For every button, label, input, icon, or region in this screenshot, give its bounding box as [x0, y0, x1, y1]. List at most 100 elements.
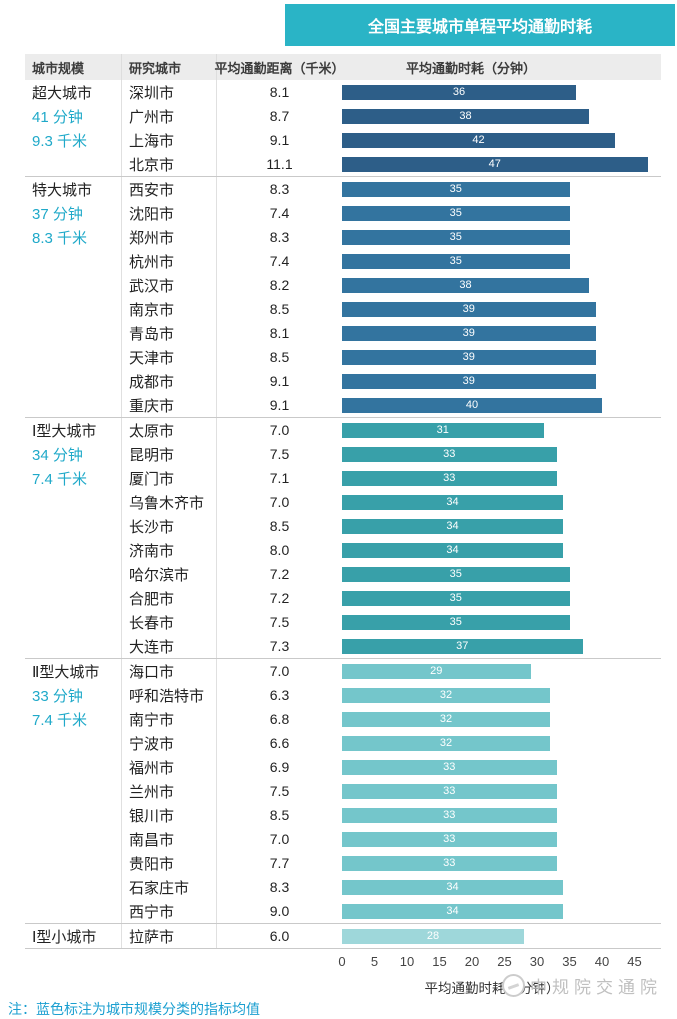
distance-cell: 7.5 [269, 614, 290, 630]
city-name-cell: 乌鲁木齐市 [122, 490, 217, 514]
distance-cell: 9.0 [269, 903, 290, 919]
bar-value-label: 28 [426, 929, 440, 942]
city-name-cell: 长沙市 [122, 514, 217, 538]
table-row: 青岛市 8.1 39 [122, 321, 661, 345]
commute-time-bar: 32 [342, 687, 550, 703]
distance-cell: 8.5 [269, 301, 290, 317]
city-name-cell: 拉萨市 [122, 924, 217, 948]
commute-time-bar: 33 [342, 855, 557, 871]
commute-time-bar: 29 [342, 663, 531, 679]
commute-time-bar: 32 [342, 711, 550, 727]
footnote: 注：蓝色标注为城市规模分类的指标均值 [8, 1001, 260, 1017]
commute-time-bar: 39 [342, 349, 596, 365]
table-row: 南京市 8.5 39 [122, 297, 661, 321]
bar-value-label: 47 [488, 157, 501, 170]
city-name-cell: 大连市 [122, 634, 217, 658]
table-row: 福州市 6.9 33 [122, 755, 661, 779]
group-label-cell: Ⅱ型大城市 33 分钟 7.4 千米 [25, 659, 122, 923]
bar-value-label: 34 [446, 543, 459, 556]
axis-tick: 5 [370, 954, 379, 969]
table-row: 郑州市 8.3 35 [122, 225, 661, 249]
x-axis-label: 平均通勤时耗（分钟） [424, 981, 560, 996]
group-section: Ⅰ型大城市 34 分钟 7.4 千米 太原市 7.0 31 昆明市 7.5 33 厦门市 7.1 33… [25, 418, 661, 659]
group-name: Ⅱ型大城市 [32, 663, 100, 681]
bar-cell: 39 [342, 321, 661, 345]
bar-cell: 39 [342, 345, 661, 369]
city-name-cell: 哈尔滨市 [122, 562, 217, 586]
group-avg-km: 9.3 千米 [32, 132, 88, 150]
bar-value-label: 35 [449, 567, 462, 580]
distance-cell: 9.1 [269, 373, 290, 389]
table-row: 石家庄市 8.3 34 [122, 875, 661, 899]
bar-value-label: 32 [439, 712, 453, 725]
commute-time-bar: 33 [342, 759, 557, 775]
city-name-cell: 南宁市 [122, 707, 217, 731]
commute-time-bar: 38 [342, 277, 589, 293]
distance-cell: 6.3 [269, 687, 290, 703]
bar-cell: 47 [342, 152, 661, 176]
commute-time-bar: 33 [342, 831, 557, 847]
table-row: 海口市 7.0 29 [122, 659, 661, 683]
bar-cell: 33 [342, 803, 661, 827]
distance-cell: 7.4 [269, 253, 290, 269]
table-row: 太原市 7.0 31 [122, 418, 661, 442]
axis-tick: 40 [594, 954, 610, 969]
bar-value-label: 33 [443, 832, 456, 845]
bar-value-label: 38 [459, 278, 472, 291]
city-name-cell: 长春市 [122, 610, 217, 634]
column-header-city: 研究城市 [122, 54, 217, 80]
bar-value-label: 35 [449, 615, 462, 628]
distance-cell: 7.2 [269, 566, 290, 582]
bar-value-label: 33 [443, 760, 456, 773]
table-row: 深圳市 8.1 36 [122, 80, 661, 104]
commute-time-bar: 40 [342, 397, 602, 413]
table-header: 城市规模 研究城市 平均通勤距离（千米） 平均通勤时耗（分钟） [25, 54, 661, 80]
table-row: 西安市 8.3 35 [122, 177, 661, 201]
distance-cell: 7.4 [269, 205, 290, 221]
city-name-cell: 沈阳市 [122, 201, 217, 225]
city-name-cell: 贵阳市 [122, 851, 217, 875]
bar-value-label: 34 [446, 495, 459, 508]
city-name-cell: 南昌市 [122, 827, 217, 851]
group-avg-minutes: 34 分钟 [32, 446, 83, 464]
bar-value-label: 35 [449, 182, 462, 195]
group-label-cell: Ⅰ型大城市 34 分钟 7.4 千米 [25, 418, 122, 658]
group-rows: 西安市 8.3 35 沈阳市 7.4 35 郑州市 8.3 35 杭州市 7.4 35 武汉市 8.2 38… [122, 177, 661, 417]
table-row: 大连市 7.3 37 [122, 634, 661, 658]
commute-time-bar: 32 [342, 735, 550, 751]
commute-time-bar: 35 [342, 181, 570, 197]
city-name-cell: 北京市 [122, 152, 217, 176]
city-name-cell: 昆明市 [122, 442, 217, 466]
group-rows: 海口市 7.0 29 呼和浩特市 6.3 32 南宁市 6.8 32 宁波市 6.6 32 福州市 6.9… [122, 659, 661, 923]
distance-cell: 7.7 [269, 855, 290, 871]
group-label-cell: 特大城市 37 分钟 8.3 千米 [25, 177, 122, 417]
bar-cell: 35 [342, 201, 661, 225]
distance-cell: 7.0 [269, 494, 290, 510]
table-row: 南昌市 7.0 33 [122, 827, 661, 851]
bar-cell: 38 [342, 104, 661, 128]
distance-cell: 7.0 [269, 831, 290, 847]
table-row: 广州市 8.7 38 [122, 104, 661, 128]
distance-cell: 8.5 [269, 807, 290, 823]
distance-cell: 9.1 [269, 397, 290, 413]
x-axis-area: 平均通勤时耗（分钟） 中规院交通院 [342, 971, 677, 999]
axis-tick: 10 [399, 954, 415, 969]
city-name-cell: 济南市 [122, 538, 217, 562]
table-row: 上海市 9.1 42 [122, 128, 661, 152]
bar-value-label: 40 [465, 398, 479, 411]
bar-value-label: 35 [449, 206, 462, 219]
city-name-cell: 深圳市 [122, 80, 217, 104]
city-name-cell: 广州市 [122, 104, 217, 128]
bar-cell: 31 [342, 418, 661, 442]
bar-value-label: 33 [443, 471, 456, 484]
table-row: 昆明市 7.5 33 [122, 442, 661, 466]
group-avg-minutes: 37 分钟 [32, 205, 83, 223]
commute-time-bar: 33 [342, 783, 557, 799]
bar-cell: 35 [342, 586, 661, 610]
commute-time-bar: 34 [342, 879, 563, 895]
column-header-time: 平均通勤时耗（分钟） [406, 60, 537, 76]
city-name-cell: 上海市 [122, 128, 217, 152]
city-name-cell: 太原市 [122, 418, 217, 442]
group-avg-minutes: 41 分钟 [32, 108, 83, 126]
commute-time-bar: 33 [342, 807, 557, 823]
